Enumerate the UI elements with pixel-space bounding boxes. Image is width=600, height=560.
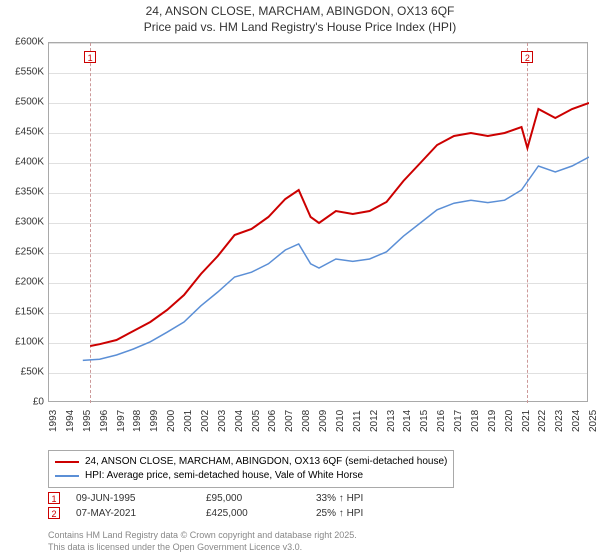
marker-1-icon: 1 — [48, 492, 60, 504]
x-tick-label: 2024 — [571, 410, 582, 432]
chart-container: 24, ANSON CLOSE, MARCHAM, ABINGDON, OX13… — [0, 0, 600, 560]
x-tick-label: 1997 — [116, 410, 127, 432]
x-tick-label: 2004 — [234, 410, 245, 432]
legend: 24, ANSON CLOSE, MARCHAM, ABINGDON, OX13… — [48, 450, 454, 488]
plot-area: 12 — [48, 42, 588, 402]
y-tick-label: £150K — [0, 307, 44, 318]
x-tick-label: 2023 — [554, 410, 565, 432]
y-tick-label: £250K — [0, 247, 44, 258]
transaction-price: £95,000 — [206, 493, 316, 504]
x-tick-label: 2008 — [301, 410, 312, 432]
series-lines — [49, 43, 589, 403]
y-tick-label: £0 — [0, 397, 44, 408]
series-price_paid — [90, 103, 589, 346]
marker-2-icon: 2 — [48, 507, 60, 519]
transaction-price: £425,000 — [206, 508, 316, 519]
legend-item-hpi: HPI: Average price, semi-detached house,… — [55, 469, 447, 483]
x-tick-label: 2011 — [352, 410, 363, 432]
x-tick-label: 2017 — [453, 410, 464, 432]
y-tick-label: £200K — [0, 277, 44, 288]
series-hpi — [83, 157, 589, 360]
x-tick-label: 2020 — [504, 410, 515, 432]
y-tick-label: £400K — [0, 157, 44, 168]
x-tick-label: 1999 — [149, 410, 160, 432]
x-tick-label: 2002 — [200, 410, 211, 432]
x-tick-label: 2006 — [267, 410, 278, 432]
x-tick-label: 2009 — [318, 410, 329, 432]
x-tick-label: 1993 — [48, 410, 59, 432]
legend-swatch-hpi — [55, 475, 79, 477]
marker-1-icon: 1 — [84, 51, 96, 63]
x-tick-label: 2003 — [217, 410, 228, 432]
chart-title: 24, ANSON CLOSE, MARCHAM, ABINGDON, OX13… — [0, 0, 600, 35]
x-tick-label: 1998 — [132, 410, 143, 432]
x-tick-label: 2001 — [183, 410, 194, 432]
x-tick-label: 2016 — [436, 410, 447, 432]
title-line-2: Price paid vs. HM Land Registry's House … — [0, 20, 600, 36]
x-tick-label: 2019 — [487, 410, 498, 432]
footer-line-1: Contains HM Land Registry data © Crown c… — [48, 530, 357, 542]
x-tick-label: 2025 — [588, 410, 599, 432]
y-tick-label: £100K — [0, 337, 44, 348]
transaction-note: 33% ↑ HPI — [316, 493, 363, 504]
x-tick-label: 2007 — [284, 410, 295, 432]
x-tick-label: 2021 — [521, 410, 532, 432]
x-tick-label: 1995 — [82, 410, 93, 432]
x-tick-label: 2022 — [537, 410, 548, 432]
x-tick-label: 2012 — [369, 410, 380, 432]
y-tick-label: £550K — [0, 67, 44, 78]
legend-item-price-paid: 24, ANSON CLOSE, MARCHAM, ABINGDON, OX13… — [55, 455, 447, 469]
y-tick-label: £50K — [0, 367, 44, 378]
table-row: 1 09-JUN-1995 £95,000 33% ↑ HPI — [48, 492, 363, 504]
chart-area: £0£50K£100K£150K£200K£250K£300K£350K£400… — [48, 42, 588, 422]
y-tick-label: £500K — [0, 97, 44, 108]
x-tick-label: 2000 — [166, 410, 177, 432]
x-tick-label: 2015 — [419, 410, 430, 432]
transaction-date: 07-MAY-2021 — [76, 508, 206, 519]
footer-attribution: Contains HM Land Registry data © Crown c… — [48, 530, 357, 553]
x-tick-label: 2013 — [386, 410, 397, 432]
legend-label-hpi: HPI: Average price, semi-detached house,… — [85, 469, 363, 483]
y-tick-label: £600K — [0, 37, 44, 48]
y-tick-label: £300K — [0, 217, 44, 228]
x-tick-label: 1996 — [99, 410, 110, 432]
y-tick-label: £350K — [0, 187, 44, 198]
legend-swatch-price-paid — [55, 461, 79, 463]
legend-label-price-paid: 24, ANSON CLOSE, MARCHAM, ABINGDON, OX13… — [85, 455, 447, 469]
footer-line-2: This data is licensed under the Open Gov… — [48, 542, 357, 554]
x-tick-label: 2018 — [470, 410, 481, 432]
title-line-1: 24, ANSON CLOSE, MARCHAM, ABINGDON, OX13… — [0, 4, 600, 20]
y-tick-label: £450K — [0, 127, 44, 138]
x-tick-label: 1994 — [65, 410, 76, 432]
x-tick-label: 2014 — [402, 410, 413, 432]
transactions-table: 1 09-JUN-1995 £95,000 33% ↑ HPI 2 07-MAY… — [48, 492, 363, 522]
transaction-date: 09-JUN-1995 — [76, 493, 206, 504]
x-tick-label: 2010 — [335, 410, 346, 432]
marker-2-icon: 2 — [521, 51, 533, 63]
table-row: 2 07-MAY-2021 £425,000 25% ↑ HPI — [48, 507, 363, 519]
x-tick-label: 2005 — [251, 410, 262, 432]
transaction-note: 25% ↑ HPI — [316, 508, 363, 519]
